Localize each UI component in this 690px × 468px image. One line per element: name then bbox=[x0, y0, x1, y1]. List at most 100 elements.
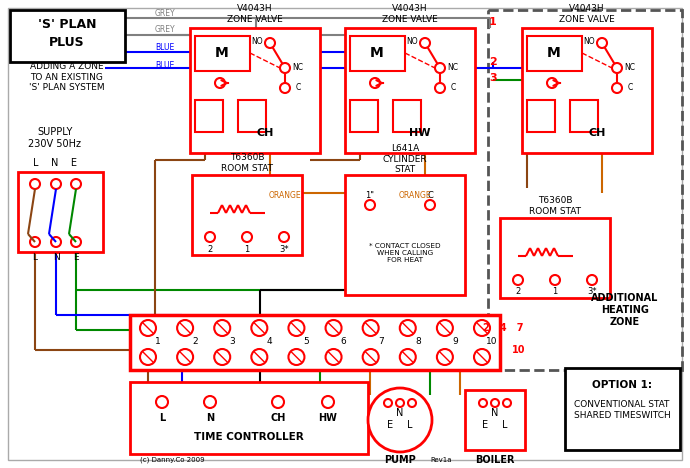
Circle shape bbox=[503, 399, 511, 407]
Text: PUMP: PUMP bbox=[384, 455, 416, 465]
Text: GREY: GREY bbox=[155, 9, 176, 19]
Text: 1: 1 bbox=[489, 17, 497, 27]
Text: L: L bbox=[407, 420, 413, 430]
Circle shape bbox=[140, 349, 156, 365]
Text: 9: 9 bbox=[452, 337, 457, 346]
Circle shape bbox=[177, 320, 193, 336]
Text: 1: 1 bbox=[553, 287, 558, 297]
Circle shape bbox=[177, 349, 193, 365]
Circle shape bbox=[368, 388, 432, 452]
Circle shape bbox=[215, 78, 225, 88]
Text: * CONTACT CLOSED
WHEN CALLING
FOR HEAT: * CONTACT CLOSED WHEN CALLING FOR HEAT bbox=[369, 243, 441, 263]
Text: 2: 2 bbox=[208, 244, 213, 254]
Text: 5: 5 bbox=[304, 337, 309, 346]
Text: 1: 1 bbox=[155, 337, 161, 346]
Circle shape bbox=[547, 78, 557, 88]
Text: L    N    E: L N E bbox=[33, 158, 77, 168]
Text: ADDITIONAL
HEATING
ZONE: ADDITIONAL HEATING ZONE bbox=[591, 293, 659, 327]
Text: 2: 2 bbox=[193, 337, 198, 346]
Text: 3*: 3* bbox=[279, 244, 289, 254]
Bar bbox=[130, 382, 368, 454]
Circle shape bbox=[400, 320, 416, 336]
Circle shape bbox=[400, 349, 416, 365]
Text: NO: NO bbox=[583, 37, 595, 45]
Circle shape bbox=[214, 349, 230, 365]
Bar bbox=[565, 368, 680, 450]
Text: 3: 3 bbox=[489, 73, 497, 83]
Circle shape bbox=[288, 349, 304, 365]
Text: 1": 1" bbox=[366, 190, 375, 199]
Circle shape bbox=[363, 349, 379, 365]
Text: L: L bbox=[502, 420, 508, 430]
Text: E: E bbox=[482, 420, 488, 430]
Circle shape bbox=[251, 320, 267, 336]
Circle shape bbox=[71, 237, 81, 247]
Circle shape bbox=[251, 349, 267, 365]
Circle shape bbox=[491, 399, 499, 407]
Text: Rev1a: Rev1a bbox=[430, 457, 451, 463]
Circle shape bbox=[205, 232, 215, 242]
Bar bbox=[527, 100, 555, 132]
Bar bbox=[465, 390, 525, 450]
Circle shape bbox=[214, 320, 230, 336]
Circle shape bbox=[156, 396, 168, 408]
Circle shape bbox=[30, 237, 40, 247]
Circle shape bbox=[370, 78, 380, 88]
Circle shape bbox=[272, 396, 284, 408]
Bar bbox=[190, 28, 320, 153]
Circle shape bbox=[408, 399, 416, 407]
Text: NO: NO bbox=[251, 37, 263, 45]
Circle shape bbox=[280, 83, 290, 93]
Bar bbox=[393, 100, 421, 132]
Circle shape bbox=[435, 63, 445, 73]
Text: C: C bbox=[451, 83, 455, 93]
Text: BLUE: BLUE bbox=[155, 44, 175, 52]
Circle shape bbox=[420, 38, 430, 48]
Text: 2: 2 bbox=[489, 57, 497, 67]
Text: TIME CONTROLLER: TIME CONTROLLER bbox=[194, 432, 304, 442]
Bar bbox=[192, 175, 302, 255]
Text: NO: NO bbox=[406, 37, 418, 45]
Text: T6360B
ROOM STAT: T6360B ROOM STAT bbox=[529, 196, 581, 216]
Text: NC: NC bbox=[624, 64, 635, 73]
Bar bbox=[500, 218, 610, 298]
Text: 3: 3 bbox=[229, 337, 235, 346]
Circle shape bbox=[30, 179, 40, 189]
Circle shape bbox=[612, 63, 622, 73]
Circle shape bbox=[396, 399, 404, 407]
Circle shape bbox=[204, 396, 216, 408]
Text: GREY: GREY bbox=[155, 25, 176, 35]
Text: BOILER: BOILER bbox=[475, 455, 515, 465]
Circle shape bbox=[51, 179, 61, 189]
Circle shape bbox=[437, 349, 453, 365]
Text: SUPPLY
230V 50Hz: SUPPLY 230V 50Hz bbox=[28, 127, 81, 149]
Circle shape bbox=[437, 320, 453, 336]
Text: 1: 1 bbox=[244, 244, 250, 254]
Text: 2: 2 bbox=[515, 287, 521, 297]
Text: E: E bbox=[73, 254, 79, 263]
Text: V4043H
ZONE VALVE: V4043H ZONE VALVE bbox=[382, 4, 438, 24]
Text: L: L bbox=[32, 254, 37, 263]
Text: CH: CH bbox=[256, 128, 274, 138]
Circle shape bbox=[363, 320, 379, 336]
Text: 8: 8 bbox=[415, 337, 421, 346]
Circle shape bbox=[265, 38, 275, 48]
Circle shape bbox=[384, 399, 392, 407]
Text: CONVENTIONAL STAT
SHARED TIMESWITCH: CONVENTIONAL STAT SHARED TIMESWITCH bbox=[573, 400, 671, 420]
Text: ORANGE: ORANGE bbox=[268, 191, 302, 200]
Bar bbox=[18, 172, 103, 252]
Text: ADDING A ZONE
TO AN EXISTING
'S' PLAN SYSTEM: ADDING A ZONE TO AN EXISTING 'S' PLAN SY… bbox=[29, 62, 105, 92]
Text: 4: 4 bbox=[266, 337, 272, 346]
Text: M: M bbox=[547, 46, 561, 60]
Text: 3*: 3* bbox=[587, 287, 597, 297]
Circle shape bbox=[326, 349, 342, 365]
Text: M: M bbox=[215, 46, 229, 60]
Bar bbox=[195, 100, 223, 132]
Bar bbox=[350, 36, 405, 71]
Text: CH: CH bbox=[270, 413, 286, 423]
Circle shape bbox=[280, 63, 290, 73]
Bar bbox=[195, 36, 250, 71]
Bar bbox=[345, 28, 475, 153]
Circle shape bbox=[597, 38, 607, 48]
Circle shape bbox=[474, 349, 490, 365]
